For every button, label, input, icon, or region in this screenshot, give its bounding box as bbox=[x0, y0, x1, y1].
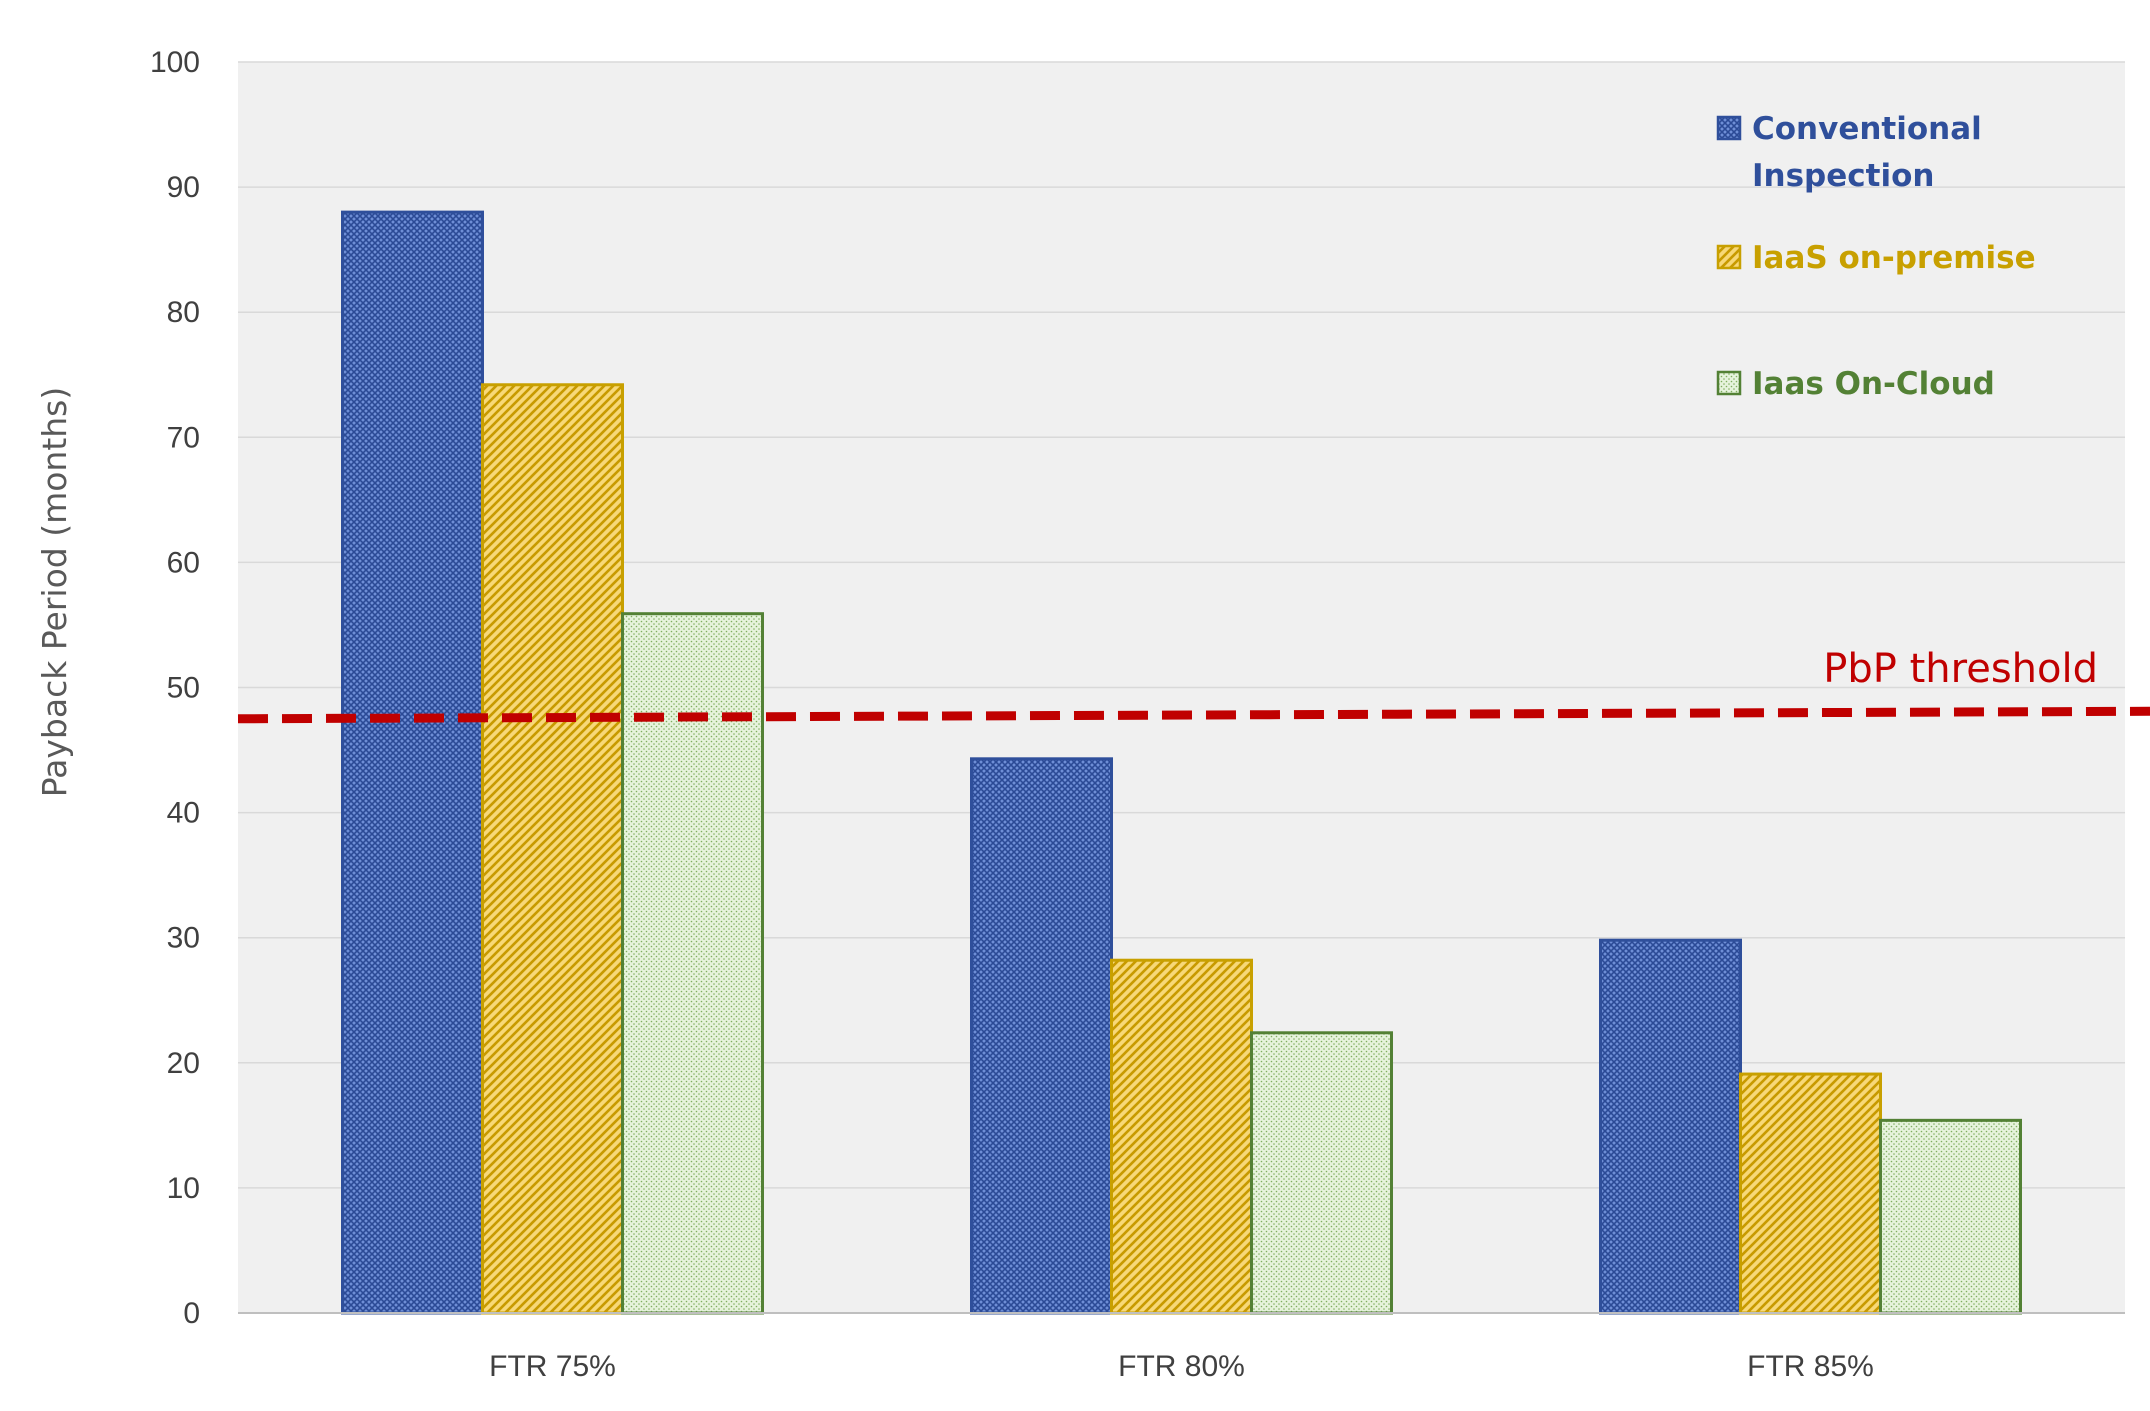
y-tick-label: 20 bbox=[167, 1047, 200, 1080]
bar-iaas-on-cloud-ftr-80- bbox=[1250, 1031, 1393, 1315]
threshold-label: PbP threshold bbox=[1823, 646, 2098, 692]
y-tick-label: 80 bbox=[167, 296, 200, 329]
bar-iaas-on-cloud-ftr-75- bbox=[621, 612, 764, 1315]
y-tick-label: 10 bbox=[167, 1172, 200, 1205]
y-tick-label: 50 bbox=[167, 672, 200, 705]
threshold: PbP threshold bbox=[237, 646, 2150, 724]
y-axis-title: Payback Period (months) bbox=[35, 387, 74, 798]
bar-iaas-on-cloud-ftr-85- bbox=[1879, 1118, 2022, 1315]
legend-label: Conventional bbox=[1752, 111, 1982, 147]
bar-conventional-inspection-ftr-75- bbox=[341, 210, 484, 1315]
x-tick-label: FTR 75% bbox=[489, 1350, 616, 1383]
x-tick-label: FTR 80% bbox=[1118, 1350, 1245, 1383]
bar-conventional-inspection-ftr-85- bbox=[1599, 938, 1742, 1315]
y-tick-label: 40 bbox=[167, 797, 200, 830]
legend-swatch bbox=[1716, 244, 1742, 270]
y-axis-ticks: 0 10 20 30 40 50 60 70 80 90 100 bbox=[150, 46, 200, 1330]
threshold-line bbox=[237, 706, 2150, 724]
y-tick-label: 90 bbox=[167, 171, 200, 204]
x-axis-ticks: FTR 75% FTR 80% FTR 85% bbox=[489, 1350, 1874, 1383]
bar-iaas-on-premise-ftr-75- bbox=[481, 383, 624, 1315]
y-tick-label: 70 bbox=[167, 421, 200, 454]
bar-iaas-on-premise-ftr-85- bbox=[1739, 1072, 1882, 1315]
legend-swatch bbox=[1716, 370, 1742, 396]
legend-swatch bbox=[1716, 115, 1742, 141]
legend: Conventional Inspection IaaS on-premise Iaa… bbox=[1716, 111, 2036, 402]
bar-conventional-inspection-ftr-80- bbox=[970, 757, 1113, 1315]
x-tick-label: FTR 85% bbox=[1747, 1350, 1874, 1383]
bar-iaas-on-premise-ftr-80- bbox=[1110, 958, 1253, 1315]
y-tick-label: 0 bbox=[183, 1297, 200, 1330]
bars bbox=[341, 210, 2022, 1315]
y-tick-label: 30 bbox=[167, 922, 200, 955]
y-tick-label: 100 bbox=[150, 46, 200, 79]
legend-label: IaaS on-premise bbox=[1752, 240, 2036, 276]
legend-label: Iaas On-Cloud bbox=[1752, 366, 1995, 402]
legend-label: Inspection bbox=[1752, 158, 1934, 194]
y-tick-label: 60 bbox=[167, 546, 200, 579]
